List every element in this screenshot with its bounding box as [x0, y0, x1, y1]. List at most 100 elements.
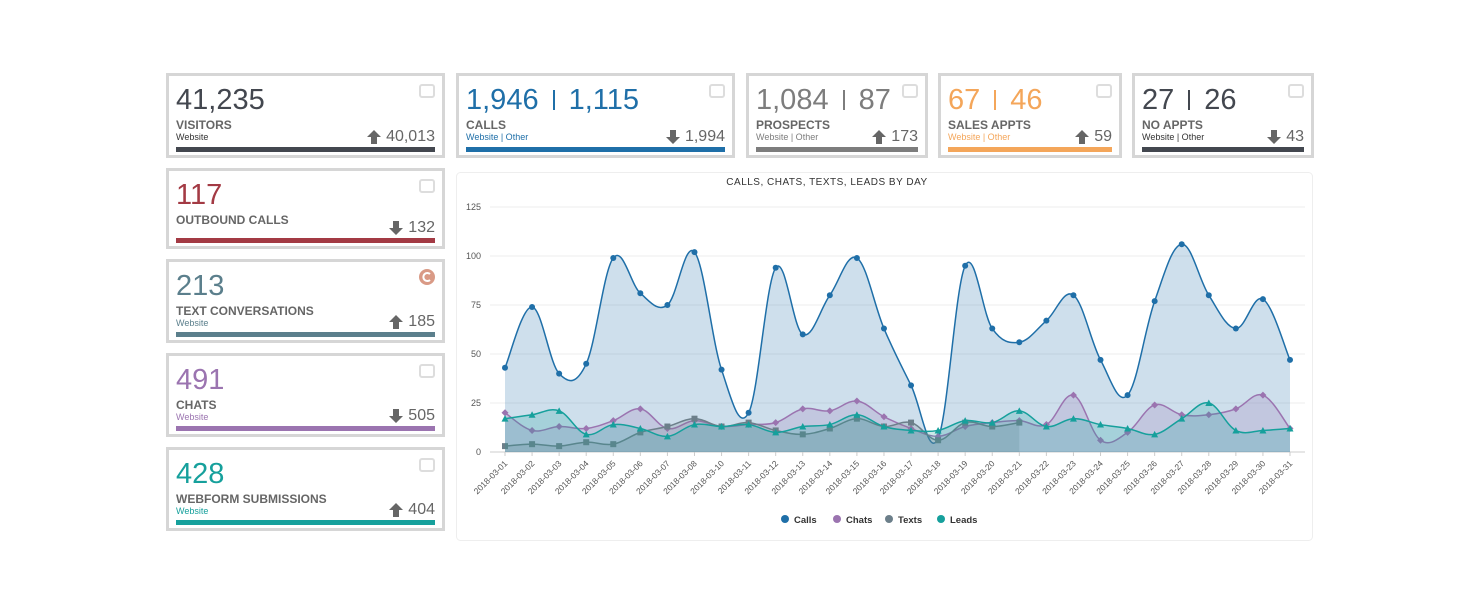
kpi-change: 132 [388, 219, 435, 237]
legend-label: Calls [794, 515, 817, 526]
point [502, 364, 508, 371]
point [772, 264, 779, 271]
change-value: 404 [408, 501, 435, 518]
kpi-number: 87 [858, 84, 891, 116]
kpi-card: 428 WEBFORM SUBMISSIONS Website 404 [166, 447, 445, 531]
point [1205, 292, 1212, 299]
legend-marker [833, 515, 841, 523]
kpi-value: 1,946 1,115 [466, 84, 639, 117]
icon [419, 179, 435, 193]
trend-arrow [1075, 130, 1090, 144]
change-value: 43 [1286, 128, 1304, 145]
point [501, 415, 509, 422]
arrow [665, 130, 680, 144]
kpi-number: 491 [176, 364, 225, 396]
point [637, 290, 644, 297]
kpi-number: 46 [1010, 84, 1043, 116]
kpi-label: PROSPECTS [756, 118, 831, 132]
point [880, 325, 887, 332]
arrow [1075, 130, 1090, 144]
icon-shape [1288, 84, 1304, 98]
color-bar [176, 332, 435, 337]
kpi-change: 59 [1074, 128, 1112, 146]
point [1151, 401, 1159, 409]
kpi-value: 1,084 87 [756, 84, 891, 117]
change-value: 40,013 [386, 128, 435, 145]
color-bar [948, 147, 1112, 152]
kpi-card: 67 46 SALES APPTS Website | Other 59 [938, 73, 1122, 158]
point [501, 409, 509, 417]
point [1286, 424, 1294, 432]
icon-shape [422, 272, 431, 282]
point [826, 425, 833, 432]
kpi-change: 40,013 [366, 128, 435, 146]
point [609, 417, 617, 425]
legend-label: Texts [898, 515, 922, 526]
point [582, 430, 590, 438]
color-bar [1142, 147, 1304, 152]
kpi-number: 26 [1204, 84, 1237, 116]
point [1259, 426, 1267, 434]
point [1097, 356, 1104, 363]
y-tick-label: 50 [471, 349, 481, 359]
arrow [389, 315, 404, 329]
icon [1288, 84, 1304, 98]
point [988, 419, 996, 426]
point [1016, 339, 1023, 346]
kpi-change: 404 [388, 501, 435, 519]
kpi-change: 505 [388, 407, 435, 425]
kpi-label: TEXT CONVERSATIONS [176, 304, 314, 318]
point [663, 432, 671, 440]
point [962, 262, 969, 269]
change-value: 505 [408, 407, 435, 424]
change-value: 132 [408, 219, 435, 236]
kpi-sub: Website | Other [756, 132, 819, 142]
point [1287, 356, 1293, 363]
kpi-value: 27 26 [1142, 84, 1237, 117]
point [1232, 426, 1240, 434]
point [691, 249, 698, 256]
kpi-label: OUTBOUND CALLS [176, 213, 289, 227]
icon-shape [419, 269, 435, 285]
point [1097, 421, 1105, 428]
point [826, 407, 834, 415]
point [1205, 411, 1213, 419]
kpi-change: 173 [871, 128, 918, 146]
legend-marker [937, 515, 945, 523]
kpi-label: WEBFORM SUBMISSIONS [176, 492, 327, 506]
point [880, 413, 888, 421]
point [610, 254, 617, 261]
icon-shape [419, 364, 435, 378]
arrow [872, 130, 887, 144]
point [529, 441, 536, 448]
kpi-card: 213 TEXT CONVERSATIONS Website 185 [166, 259, 445, 343]
point [853, 397, 861, 405]
point [989, 423, 996, 430]
trend-arrow [389, 315, 404, 329]
point [718, 423, 726, 430]
legend-label: Leads [950, 515, 977, 526]
point [853, 415, 860, 422]
y-tick-label: 125 [466, 202, 481, 212]
point [934, 426, 942, 434]
separator [1188, 90, 1191, 110]
point [745, 409, 752, 416]
change-value: 1,994 [684, 128, 725, 145]
point [1015, 407, 1023, 414]
kpi-sub: Website | Other [466, 132, 529, 142]
kpi-value: 491 [176, 364, 224, 397]
arrow [389, 503, 404, 517]
point [826, 421, 834, 428]
kpi-value: 41,235 [176, 84, 265, 117]
kpi-card: 117 OUTBOUND CALLS 132 [166, 168, 445, 249]
arrow [367, 130, 382, 144]
kpi-change: 185 [388, 313, 435, 331]
arrow [1267, 130, 1282, 144]
color-bar [176, 426, 435, 431]
color-bar [756, 147, 918, 152]
point [989, 325, 996, 332]
kpi-sub: Website [176, 132, 209, 142]
icon [419, 269, 435, 285]
color-bar [176, 238, 435, 243]
